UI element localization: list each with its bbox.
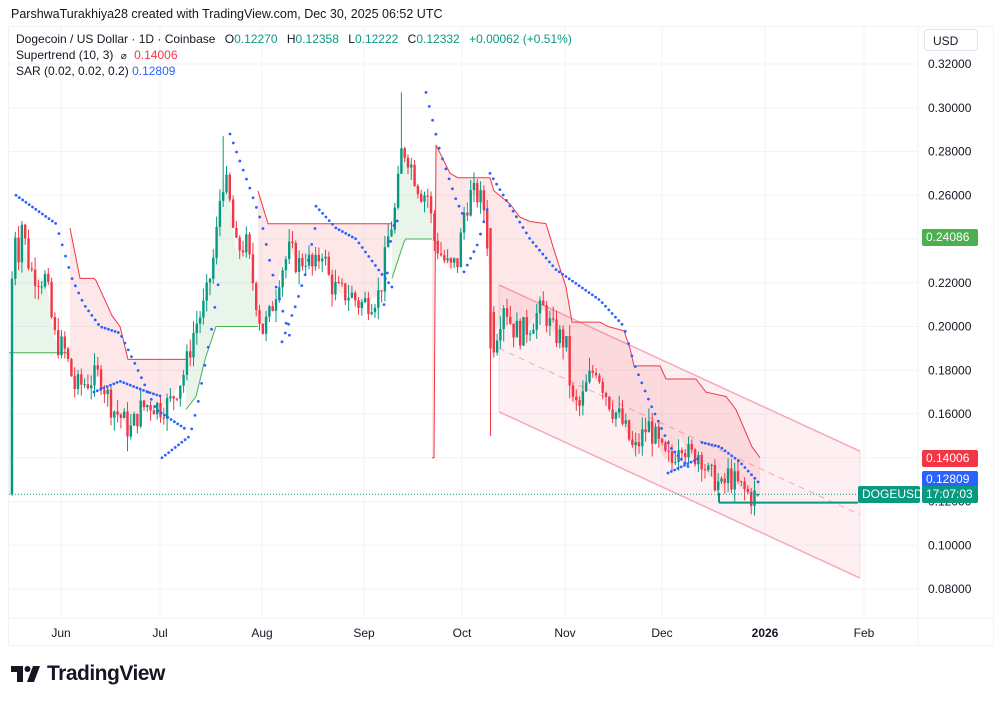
price-tick: 0.18000 — [928, 363, 972, 377]
tradingview-logo-icon — [11, 666, 40, 682]
price-tick: 0.10000 — [928, 538, 972, 552]
candlesticks — [10, 92, 759, 516]
supertrend-value: 0.14006 — [134, 47, 178, 62]
open-value: 0.12270 — [234, 32, 278, 46]
supertrend-label: Supertrend (10, 3) — [16, 47, 114, 62]
sar-value: 0.12809 — [132, 64, 176, 78]
sar-row[interactable]: SAR (0.02, 0.02, 0.2) 0.12809 — [16, 64, 572, 80]
hidden-eye-icon[interactable]: ⌀ — [120, 50, 127, 62]
price-marker-tag: 0.24086 — [922, 229, 978, 246]
price-tick: 0.30000 — [928, 101, 972, 115]
logo-text: TradingView — [47, 662, 165, 685]
price-tick: 0.20000 — [928, 320, 972, 334]
time-tick: 2026 — [752, 626, 779, 640]
price-tick: 0.08000 — [928, 582, 972, 596]
time-tick: Aug — [251, 626, 272, 640]
chart-legend: Dogecoin / US Dollar · 1D · Coinbase O0.… — [16, 32, 572, 80]
time-tick: Nov — [554, 626, 575, 640]
low-value: 0.12222 — [354, 32, 399, 46]
symbol-title: Dogecoin / US Dollar · 1D · Coinbase — [16, 32, 216, 46]
supertrend-line — [9, 144, 761, 459]
price-tick: 0.22000 — [928, 276, 972, 290]
chart-overlays — [9, 492, 918, 504]
sar-price-tag: 0.12809 — [922, 471, 978, 488]
time-tick: Jul — [152, 626, 167, 640]
countdown-tag: 17:07:03 — [922, 486, 978, 503]
price-axis: 0.32000 0.30000 0.28000 0.26000 0.22000 0.200… — [928, 57, 972, 596]
high-value: 0.12358 — [295, 32, 339, 46]
tradingview-logo[interactable]: TradingView — [11, 662, 165, 686]
symbol-row: Dogecoin / US Dollar · 1D · Coinbase O0.… — [16, 32, 572, 48]
time-tick: Sep — [353, 626, 375, 640]
close-value: 0.12332 — [416, 32, 460, 46]
time-tick: Jun — [51, 626, 70, 640]
attribution-text: ParshwaTurakhiya28 created with TradingV… — [11, 7, 443, 21]
supertrend-price-tag: 0.14006 — [922, 450, 978, 467]
time-tick: Dec — [651, 626, 672, 640]
supertrend-row[interactable]: Supertrend (10, 3) ⌀ 0.14006 — [16, 48, 572, 65]
time-axis: Jun Jul Aug Sep Oct Nov Dec 2026 Feb — [51, 626, 874, 640]
sar-label: SAR (0.02, 0.02, 0.2) — [16, 64, 129, 78]
low-label: L — [348, 32, 355, 46]
chart-frame — [8, 26, 994, 646]
change-value: +0.00062 (+0.51%) — [469, 32, 572, 46]
symbol-tag: DOGEUSD — [858, 486, 923, 503]
price-tick: 0.28000 — [928, 145, 972, 159]
time-tick: Oct — [453, 626, 472, 640]
price-tick: 0.32000 — [928, 57, 972, 71]
high-label: H — [286, 32, 296, 46]
close-label: C — [407, 32, 417, 46]
time-tick: Feb — [854, 626, 875, 640]
parabolic-sar-dots — [14, 91, 760, 484]
currency-button[interactable]: USD — [924, 29, 978, 51]
open-label: O — [224, 32, 235, 46]
price-tick: 0.16000 — [928, 407, 972, 421]
price-tick: 0.26000 — [928, 188, 972, 202]
